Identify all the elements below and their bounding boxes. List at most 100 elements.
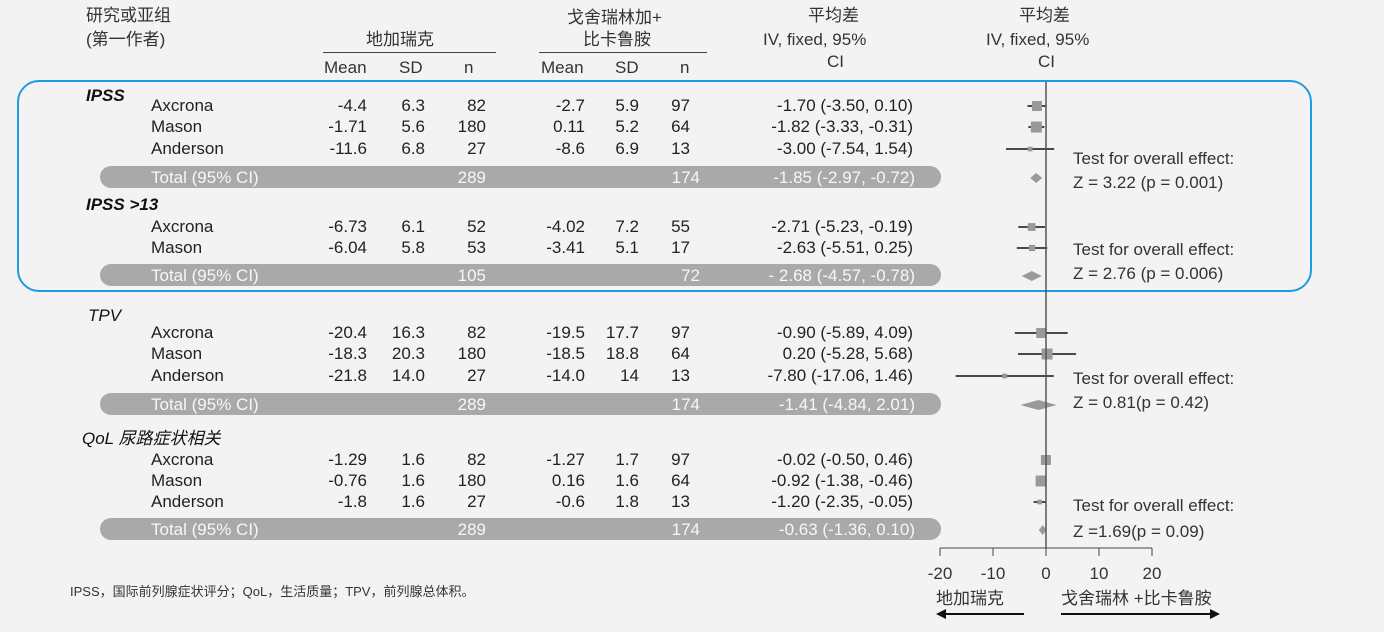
total-ci-text: -0.63 (-1.36, 0.10) xyxy=(778,520,915,539)
mean-2: -0.6 xyxy=(555,492,585,511)
overall-effect-stat: Z =1.69(p = 0.09) xyxy=(1073,522,1205,541)
total-row-bar xyxy=(100,264,941,286)
md-header-line2: IV, fixed, 95% xyxy=(763,30,867,49)
total-ci-text: - 2.68 (-4.57, -0.78) xyxy=(768,266,915,285)
group1-header: 地加瑞克 xyxy=(366,30,434,49)
study-header-line2: (第一作者) xyxy=(86,30,166,49)
overall-effect-label: Test for overall effect: xyxy=(1073,149,1235,168)
total-n-2: 174 xyxy=(671,520,700,539)
overall-effect-stat: Z = 0.81(p = 0.42) xyxy=(1073,393,1210,412)
study-header-line1: 研究或亚组 xyxy=(86,6,171,25)
study-name: Axcrona xyxy=(151,323,214,342)
total-ci-text: -1.85 (-2.97, -0.72) xyxy=(773,168,915,187)
study-name: Mason xyxy=(151,117,203,136)
n-1: 180 xyxy=(457,117,486,136)
n-1: 82 xyxy=(467,96,486,115)
sd-2: 1.7 xyxy=(615,450,639,469)
study-name: Anderson xyxy=(151,139,224,158)
n-2: 17 xyxy=(671,238,690,257)
mean-2: -3.41 xyxy=(546,238,585,257)
sd-1: 1.6 xyxy=(401,471,425,490)
study-name: Axcrona xyxy=(151,217,214,236)
total-label: Total (95% CI) xyxy=(151,520,259,539)
md-ci-text: -7.80 (-17.06, 1.46) xyxy=(767,366,913,385)
n-1: 82 xyxy=(467,450,486,469)
n-1: 27 xyxy=(467,366,486,385)
mean-1: -11.6 xyxy=(329,139,368,158)
md-ci-text: -1.20 (-2.35, -0.05) xyxy=(771,492,913,511)
overall-effect-label: Test for overall effect: xyxy=(1073,369,1235,388)
x-tick-label: 20 xyxy=(1142,564,1162,583)
sd-2: 18.8 xyxy=(605,344,639,363)
col-sd-1: SD xyxy=(399,58,423,77)
md-header-line1: 平均差 xyxy=(808,6,859,25)
x-tick-label: 0 xyxy=(1041,564,1051,583)
x-tick-label: -20 xyxy=(927,564,953,583)
mean-2: -14.0 xyxy=(546,366,585,385)
group2-header-rule xyxy=(539,52,707,53)
n-2: 97 xyxy=(671,323,690,342)
n-1: 53 xyxy=(467,238,486,257)
study-name: Axcrona xyxy=(151,450,214,469)
mean-1: -20.4 xyxy=(328,323,367,342)
n-2: 13 xyxy=(671,139,690,158)
total-row-bar xyxy=(100,393,941,415)
md-header-line3: CI xyxy=(827,52,844,71)
n-1: 180 xyxy=(457,344,486,363)
mean-2: -1.27 xyxy=(546,450,585,469)
n-2: 13 xyxy=(671,366,690,385)
mean-1: -4.4 xyxy=(337,96,367,115)
total-label: Total (95% CI) xyxy=(151,266,259,285)
sd-2: 14 xyxy=(620,366,639,385)
study-name: Axcrona xyxy=(151,96,214,115)
plot-header-line1: 平均差 xyxy=(1019,6,1070,25)
col-sd-2: SD xyxy=(615,58,639,77)
overall-effect-label: Test for overall effect: xyxy=(1073,240,1235,259)
n-2: 13 xyxy=(671,492,690,511)
col-n-2: n xyxy=(680,58,690,77)
mean-2: -18.5 xyxy=(546,344,585,363)
total-row-bar xyxy=(100,518,941,540)
point-estimate-marker xyxy=(1035,475,1047,487)
sd-1: 6.1 xyxy=(401,217,425,236)
plot-header-line2: IV, fixed, 95% xyxy=(986,30,1090,49)
mean-2: 0.16 xyxy=(551,471,585,490)
total-label: Total (95% CI) xyxy=(151,168,259,187)
study-name: Anderson xyxy=(151,366,224,385)
total-n-2: 72 xyxy=(681,266,700,285)
total-ci-text: -1.41 (-4.84, 2.01) xyxy=(778,395,915,414)
sd-2: 7.2 xyxy=(615,217,639,236)
total-n-1: 105 xyxy=(457,266,486,285)
n-2: 97 xyxy=(671,450,690,469)
sd-1: 1.6 xyxy=(401,492,425,511)
sd-2: 5.9 xyxy=(615,96,639,115)
total-n-1: 289 xyxy=(457,395,486,414)
mean-1: -1.29 xyxy=(328,450,367,469)
right-arrow-head xyxy=(1210,609,1220,619)
col-mean-2: Mean xyxy=(541,58,584,77)
n-2: 64 xyxy=(671,344,690,363)
study-name: Mason xyxy=(151,471,203,490)
total-n-2: 174 xyxy=(671,168,700,187)
total-n-1: 289 xyxy=(457,168,486,187)
pooled-diamond xyxy=(1020,400,1057,410)
total-n-2: 174 xyxy=(671,395,700,414)
md-ci-text: -2.63 (-5.51, 0.25) xyxy=(776,238,913,257)
mean-2: -2.7 xyxy=(555,96,585,115)
group2-header-line2: 比卡鲁胺 xyxy=(583,30,651,49)
mean-1: -18.3 xyxy=(328,344,367,363)
favours-right-label: 戈舍瑞林 +比卡鲁胺 xyxy=(1061,589,1212,608)
subgroup-title: IPSS xyxy=(86,86,125,105)
sd-1: 14.0 xyxy=(391,366,425,385)
overall-effect-stat: Z = 3.22 (p = 0.001) xyxy=(1073,173,1224,192)
n-1: 180 xyxy=(457,471,486,490)
n-1: 27 xyxy=(467,492,486,511)
sd-2: 5.1 xyxy=(615,238,639,257)
n-2: 64 xyxy=(671,117,690,136)
point-estimate-marker xyxy=(1037,499,1043,505)
ipss-highlight-box xyxy=(17,80,1312,292)
mean-1: -6.04 xyxy=(328,238,367,257)
mean-1: -1.71 xyxy=(328,117,367,136)
md-ci-text: -1.70 (-3.50, 0.10) xyxy=(776,96,913,115)
